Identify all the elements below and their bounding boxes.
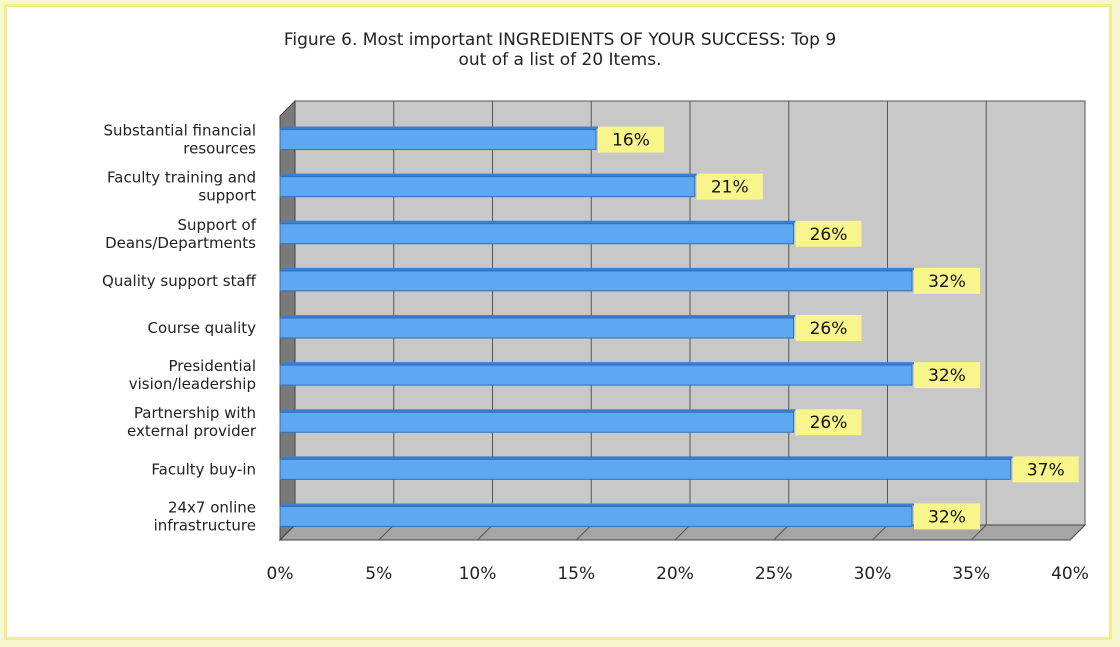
category-label: 24x7 online <box>168 498 256 516</box>
x-tick-label: 5% <box>365 564 392 584</box>
bar <box>279 129 597 151</box>
gridline-floor <box>674 524 691 541</box>
gridline-floor <box>1069 524 1086 541</box>
value-label-bg <box>914 362 980 389</box>
category-label: vision/leadership <box>129 375 256 393</box>
gridline-floor <box>575 524 592 541</box>
bar <box>279 176 696 198</box>
value-label: 32% <box>928 272 966 292</box>
bar <box>279 270 913 292</box>
chart-title-line-1: Figure 6. Most important INGREDIENTS OF … <box>283 30 837 50</box>
category-label: Substantial financial <box>103 122 256 140</box>
value-label: 16% <box>612 131 650 151</box>
value-label: 32% <box>928 507 966 527</box>
value-label: 32% <box>928 366 966 386</box>
value-label: 26% <box>810 319 848 339</box>
x-tick-label: 0% <box>267 564 294 584</box>
bar-top <box>280 315 798 318</box>
gridline-floor <box>872 524 888 541</box>
bar-top <box>280 267 916 271</box>
value-label: 26% <box>810 225 848 245</box>
category-label: Presidential <box>169 357 257 375</box>
x-tick-label: 35% <box>952 564 990 584</box>
chart-title-line-2: out of a list of 20 Items. <box>458 50 662 70</box>
category-label: support <box>198 187 256 205</box>
gridline-floor <box>773 524 790 541</box>
x-tick-label: 20% <box>656 564 694 584</box>
value-label: 21% <box>711 178 749 198</box>
category-label: Course quality <box>148 319 257 337</box>
bar <box>279 317 794 339</box>
value-label-bg <box>1012 456 1079 483</box>
value-label-bg <box>795 220 862 247</box>
x-tick-label: 15% <box>557 564 595 584</box>
gridline-floor <box>477 524 493 541</box>
bar <box>279 364 913 386</box>
bar-top <box>280 173 699 177</box>
category-label: external provider <box>127 422 257 440</box>
bar <box>279 505 913 527</box>
bar-top <box>280 126 600 130</box>
gridline-floor <box>970 524 987 541</box>
bar <box>279 411 794 433</box>
value-label-bg <box>914 267 980 294</box>
category-label: Faculty buy-in <box>151 460 256 478</box>
gridline-floor <box>378 524 395 541</box>
value-label: 37% <box>1027 460 1065 480</box>
bar-top <box>280 362 916 366</box>
value-label: 26% <box>810 413 848 433</box>
bar-top <box>280 503 916 507</box>
bar-top <box>280 220 798 224</box>
value-label-bg <box>914 503 980 530</box>
category-label: Support of <box>177 216 256 234</box>
value-label-bg <box>696 173 763 200</box>
x-tick-label: 40% <box>1051 564 1089 584</box>
value-label-bg <box>598 126 664 153</box>
bar-top <box>280 456 1015 460</box>
value-label-bg <box>795 315 862 341</box>
x-tick-label: 10% <box>459 564 497 584</box>
bar-top <box>280 409 798 413</box>
category-label: Deans/Departments <box>105 234 256 252</box>
category-label: Faculty training and <box>107 169 256 187</box>
bar <box>279 458 1012 480</box>
category-label: infrastructure <box>154 516 256 534</box>
x-tick-label: 25% <box>755 564 793 584</box>
category-label: resources <box>183 140 256 158</box>
value-label-bg <box>795 409 862 436</box>
x-tick-label: 30% <box>854 564 892 584</box>
category-label: Quality support staff <box>102 272 257 290</box>
bar <box>279 223 794 245</box>
category-label: Partnership with <box>134 404 256 422</box>
